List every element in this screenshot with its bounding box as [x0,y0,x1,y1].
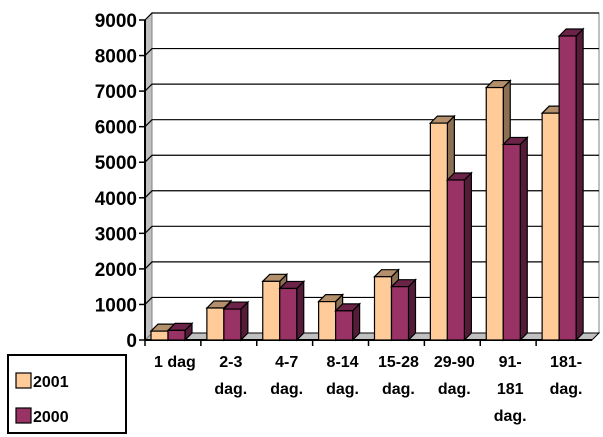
bar-2000-1 [222,300,250,342]
bar-2000-3 [334,302,362,342]
legend-item-2000: 2000 [15,407,69,426]
x-category-label-line: 181 [497,381,524,398]
bar-2000-6 [501,135,529,342]
bar-front [541,112,560,341]
bar-front [446,179,465,341]
bar-2000-7 [557,27,585,342]
x-category-label-line: dag. [550,381,583,398]
bar-2000-4 [390,278,417,342]
y-tick-label: 9000 [95,11,137,32]
bar-front [429,122,448,341]
gridline [144,83,599,92]
y-tick-label: 8000 [95,47,137,68]
x-axis-labels: 1 dag 2-3 dag.4-7 dag.8-14 dag.15-28 dag.29-9… [144,340,583,425]
bar-side [519,135,528,342]
x-category-label-line: 2-3 [219,354,242,371]
y-tick-label: 4000 [95,189,137,210]
bar-front [373,276,393,341]
bar-front [558,35,577,341]
legend-label: 2000 [33,409,69,426]
bar-side [463,171,472,342]
bar-front [262,280,281,341]
y-tick-label: 5000 [95,153,137,174]
y-tick-label: 1000 [95,295,137,316]
y-tick-label: 7000 [95,82,137,103]
bar-2000-2 [278,279,306,342]
bars [149,27,585,342]
x-category-label: 15-28 dag. [378,354,419,398]
bar-front [150,330,169,341]
x-category-label: 8-14 dag. [326,354,359,398]
bar-front [390,286,410,341]
x-category-label-line: 91- [499,354,522,371]
bar-front [206,307,225,341]
bar-front [167,329,186,341]
bar-front [318,301,337,341]
x-category-label-line: 8-14 [327,354,359,371]
x-category-label: 4-7 dag. [270,354,303,398]
bar-2000-0 [166,321,194,342]
x-category-label-line: 15-28 [378,354,419,371]
bar-front [335,310,354,341]
x-category-label: 1 dag [154,354,196,371]
bar-front [485,86,504,341]
legend-label: 2001 [33,374,69,391]
bar-side [575,27,584,342]
x-category-label-line: dag. [382,381,415,398]
x-category-label-line: dag. [326,381,359,398]
gridline [144,12,599,21]
x-category-label: 91- 181 dag. [494,354,527,425]
x-category-label-line: 181- [550,354,582,371]
bar-front [279,287,298,341]
bar-side [407,278,417,342]
y-tick-label: 0 [126,331,137,352]
bar-front [502,143,521,341]
y-tick-label: 6000 [95,118,137,139]
legend-item-2001: 2001 [15,372,69,391]
legend-swatch [15,407,32,424]
legend: 2001 2000 [7,354,127,434]
x-category-label-line: dag. [438,381,471,398]
x-category-label-line: dag. [270,381,303,398]
y-tick-label: 3000 [95,224,137,245]
x-category-label: 29-90 dag. [434,354,475,398]
y-axis: 0 1000 2000 3000 4000 5000 6000 7000 8000 9000 [95,11,592,352]
bar-side [296,279,305,342]
x-category-label-line: 1 dag [154,354,196,371]
bar-2000-5 [445,171,473,342]
x-category-label: 2-3 dag. [214,354,247,398]
x-category-label-line: 4-7 [275,354,298,371]
x-category-label-line: dag. [494,408,527,425]
plot-side-wall [144,11,153,342]
x-category-label: 181- dag. [550,354,583,398]
legend-swatch [15,372,32,389]
gridlines [143,11,601,342]
x-category-label-line: dag. [214,381,247,398]
gridline [144,47,599,56]
x-category-label-line: 29-90 [434,354,475,371]
bar-front [223,308,242,341]
y-tick-label: 2000 [95,260,137,281]
